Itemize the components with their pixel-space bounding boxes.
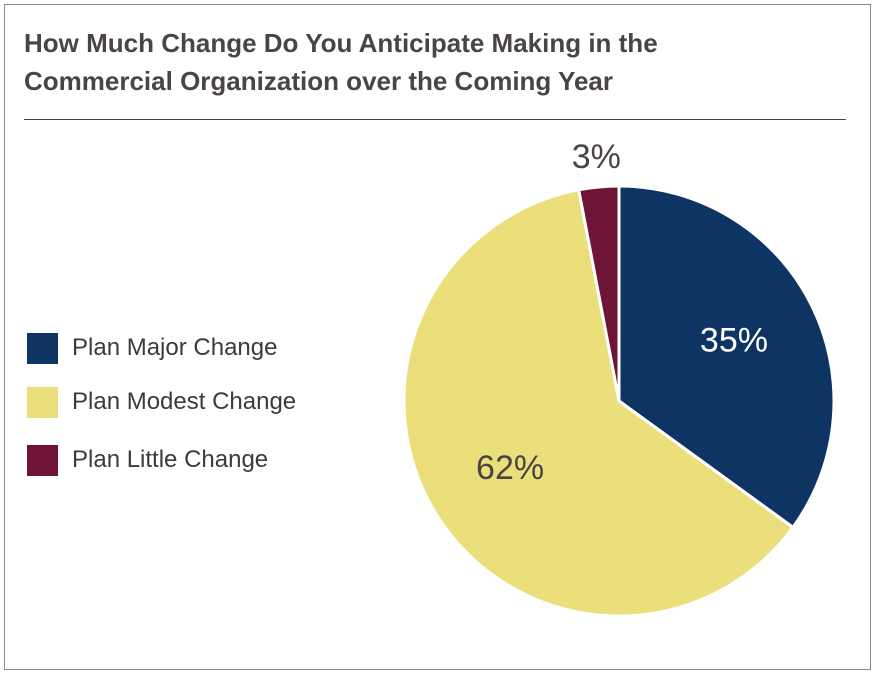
- chart-title-line-1: How Much Change Do You Anticipate Making…: [24, 28, 658, 58]
- legend-item-major: Plan Major Change: [27, 331, 296, 365]
- legend-item-modest: Plan Modest Change: [27, 385, 296, 419]
- legend-swatch-little: [27, 444, 58, 476]
- legend-swatch-modest: [27, 386, 58, 418]
- pie-slice-little: [577, 184, 621, 403]
- legend-label-major: Plan Major Change: [72, 334, 278, 361]
- pie-label-little: 3%: [572, 138, 621, 176]
- title-divider: [24, 119, 846, 120]
- legend-swatch-major: [27, 332, 58, 364]
- chart-title-line-2: Commercial Organization over the Coming …: [24, 66, 614, 96]
- chart-title: How Much Change Do You Anticipate Making…: [24, 24, 824, 100]
- pie-slice-modest: [402, 188, 795, 618]
- legend-item-little: Plan Little Change: [27, 443, 296, 477]
- legend-label-modest: Plan Modest Change: [72, 388, 297, 415]
- legend-label-little: Plan Little Change: [72, 446, 269, 473]
- pie-label-modest: 62%: [476, 449, 544, 487]
- pie-label-major: 35%: [700, 321, 768, 359]
- pie-slice-major: [617, 184, 836, 529]
- legend: Plan Major Change Plan Modest Change Pla…: [27, 331, 296, 497]
